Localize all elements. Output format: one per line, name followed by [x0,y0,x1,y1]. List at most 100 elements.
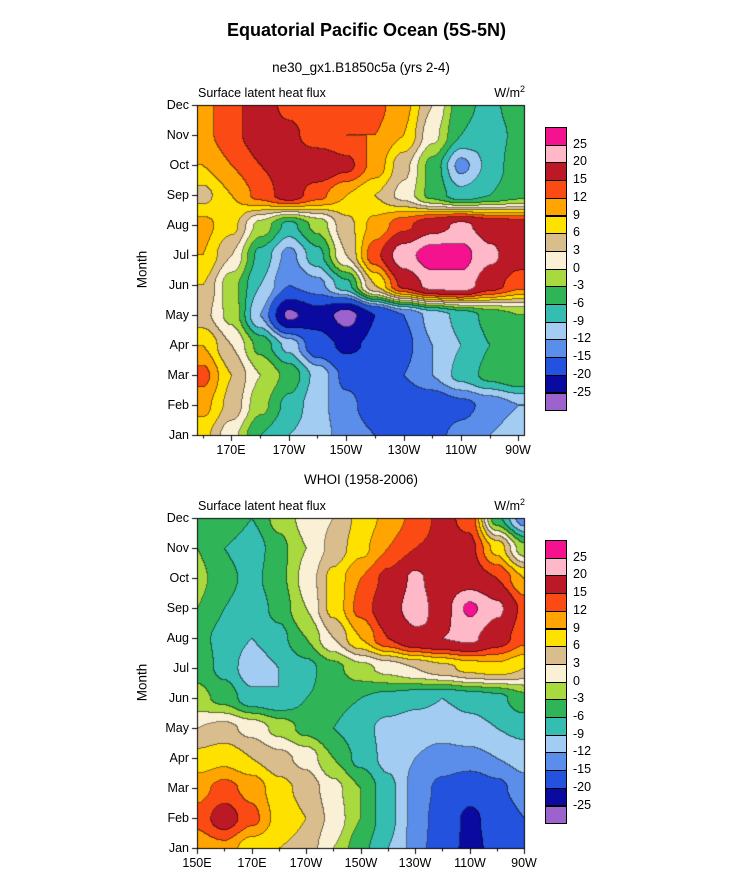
colorbar-swatch [545,180,567,199]
month-tick-label: Oct [169,158,189,172]
colorbar-tick-label: 20 [573,154,587,169]
month-tick-label: Sep [166,188,189,202]
contour-field-model [189,97,533,444]
month-tick-label: Apr [169,751,189,765]
colorbar-tick-label: -3 [573,278,585,293]
y-axis-title-obs: Month [134,663,150,702]
colorbar-swatch [545,575,567,595]
longitude-tick-label: 130W [387,443,421,457]
colorbar-swatch [545,787,567,807]
contour-field-obs [189,510,533,857]
month-tick-label: Dec [166,98,189,112]
longitude-tick-label: 150E [182,856,212,870]
colorbar-tick-label: 3 [573,242,580,257]
colorbar-swatch [545,646,567,665]
colorbar-tick-label: 20 [573,567,587,582]
figure-title: Equatorial Pacific Ocean (5S-5N) [226,20,507,40]
month-tick-label: May [165,721,189,735]
colorbar-tick-label: 3 [573,655,580,670]
month-tick-label: Feb [167,398,189,412]
colorbar-swatch [545,374,567,394]
longitude-tick-label: 170E [216,443,246,457]
colorbar-tick-label: -20 [573,779,592,794]
month-tick-label: Jul [173,248,189,262]
colorbar-swatch [545,717,567,736]
longitude-tick-label: 130W [398,856,432,870]
month-tick-label: Dec [166,511,189,525]
month-tick-label: Nov [166,541,189,555]
colorbar-swatch [545,628,567,648]
field-title-obs: Surface latent heat flux [198,499,326,513]
colorbar-swatch [545,392,567,412]
month-tick-label: Jan [168,428,189,442]
colorbar-tick-label: -15 [573,349,592,364]
longitude-tick-label: 90W [511,856,537,870]
units-label-model: W/m2 [425,84,525,100]
colorbar-swatch [545,127,567,146]
colorbar-tick-label: 6 [573,638,580,653]
colorbar-tick-label: -25 [573,384,592,399]
longitude-tick-label: 150W [329,443,363,457]
month-tick-label: Jan [168,841,189,855]
month-tick-label: Mar [167,368,189,382]
colorbar-tick-label: -6 [573,296,585,310]
colorbar-tick-label: 25 [573,549,587,564]
colorbar-tick-label: -25 [573,797,592,812]
colorbar-swatch [545,699,567,718]
units-base: W/m [494,499,520,514]
longitude-tick-label: 150W [344,856,378,870]
colorbar-tick-label: 9 [573,207,580,222]
colorbar-swatch [545,304,567,323]
month-tick-label: Jul [173,661,189,675]
y-axis-title-model: Month [134,250,150,289]
units-label-obs: W/m2 [425,497,525,513]
colorbar-model: 25 20 15 12 9 6 3 0 -3 -6 -9 -12 -15 -20 -25 [545,127,609,417]
colorbar-tick-label: 15 [573,172,587,187]
month-tick-label: Apr [169,338,189,352]
month-tick-label: Mar [167,781,189,795]
colorbar-swatch [545,162,567,182]
month-tick-label: May [165,308,189,322]
colorbar-swatch [545,734,567,754]
colorbar-swatch [545,144,567,164]
colorbar-tick-label: -20 [573,366,592,381]
longitude-tick-label: 110W [454,856,486,870]
month-tick-label: Jun [168,278,189,292]
colorbar-swatch [545,215,567,235]
panel-obs-subtitle: WHOI (1958-2006) [303,472,419,487]
units-exponent: 2 [519,497,525,507]
colorbar-swatch [545,250,567,270]
panel-model-subtitle: ne30_gx1.B1850c5a (yrs 2-4) [272,60,450,75]
month-tick-label: Aug [166,631,189,645]
colorbar-tick-label: 15 [573,585,587,600]
colorbar-swatch [545,286,567,305]
colorbar-tick-label: 12 [573,189,587,204]
colorbar-swatch [545,663,567,683]
colorbar-tick-label: 6 [573,225,580,240]
colorbar-tick-label: -15 [573,762,592,777]
colorbar-swatch [545,557,567,577]
colorbar-swatch [545,268,567,288]
month-tick-label: Jun [168,691,189,705]
month-tick-label: Sep [166,601,189,615]
longitude-tick-label: 170W [289,856,323,870]
colorbar-tick-label: -6 [573,709,585,723]
colorbar-swatch [545,681,567,701]
colorbar-tick-label: 9 [573,620,580,635]
colorbar-tick-label: -9 [573,726,585,741]
colorbar-tick-label: 0 [573,673,580,688]
colorbar-swatch [545,770,567,789]
colorbar-tick-label: 12 [573,602,587,617]
colorbar-tick-label: -9 [573,313,585,328]
colorbar-tick-label: 0 [573,260,580,275]
colorbar-swatch [545,197,567,217]
units-exponent: 2 [519,84,525,94]
longitude-tick-label: 90W [505,443,531,457]
colorbar-tick-label: -12 [573,331,592,346]
colorbar-swatch [545,610,567,630]
longitude-tick-label: 110W [445,443,477,457]
month-tick-label: Aug [166,218,189,232]
colorbar-swatch [545,805,567,825]
colorbar-swatch [545,321,567,341]
